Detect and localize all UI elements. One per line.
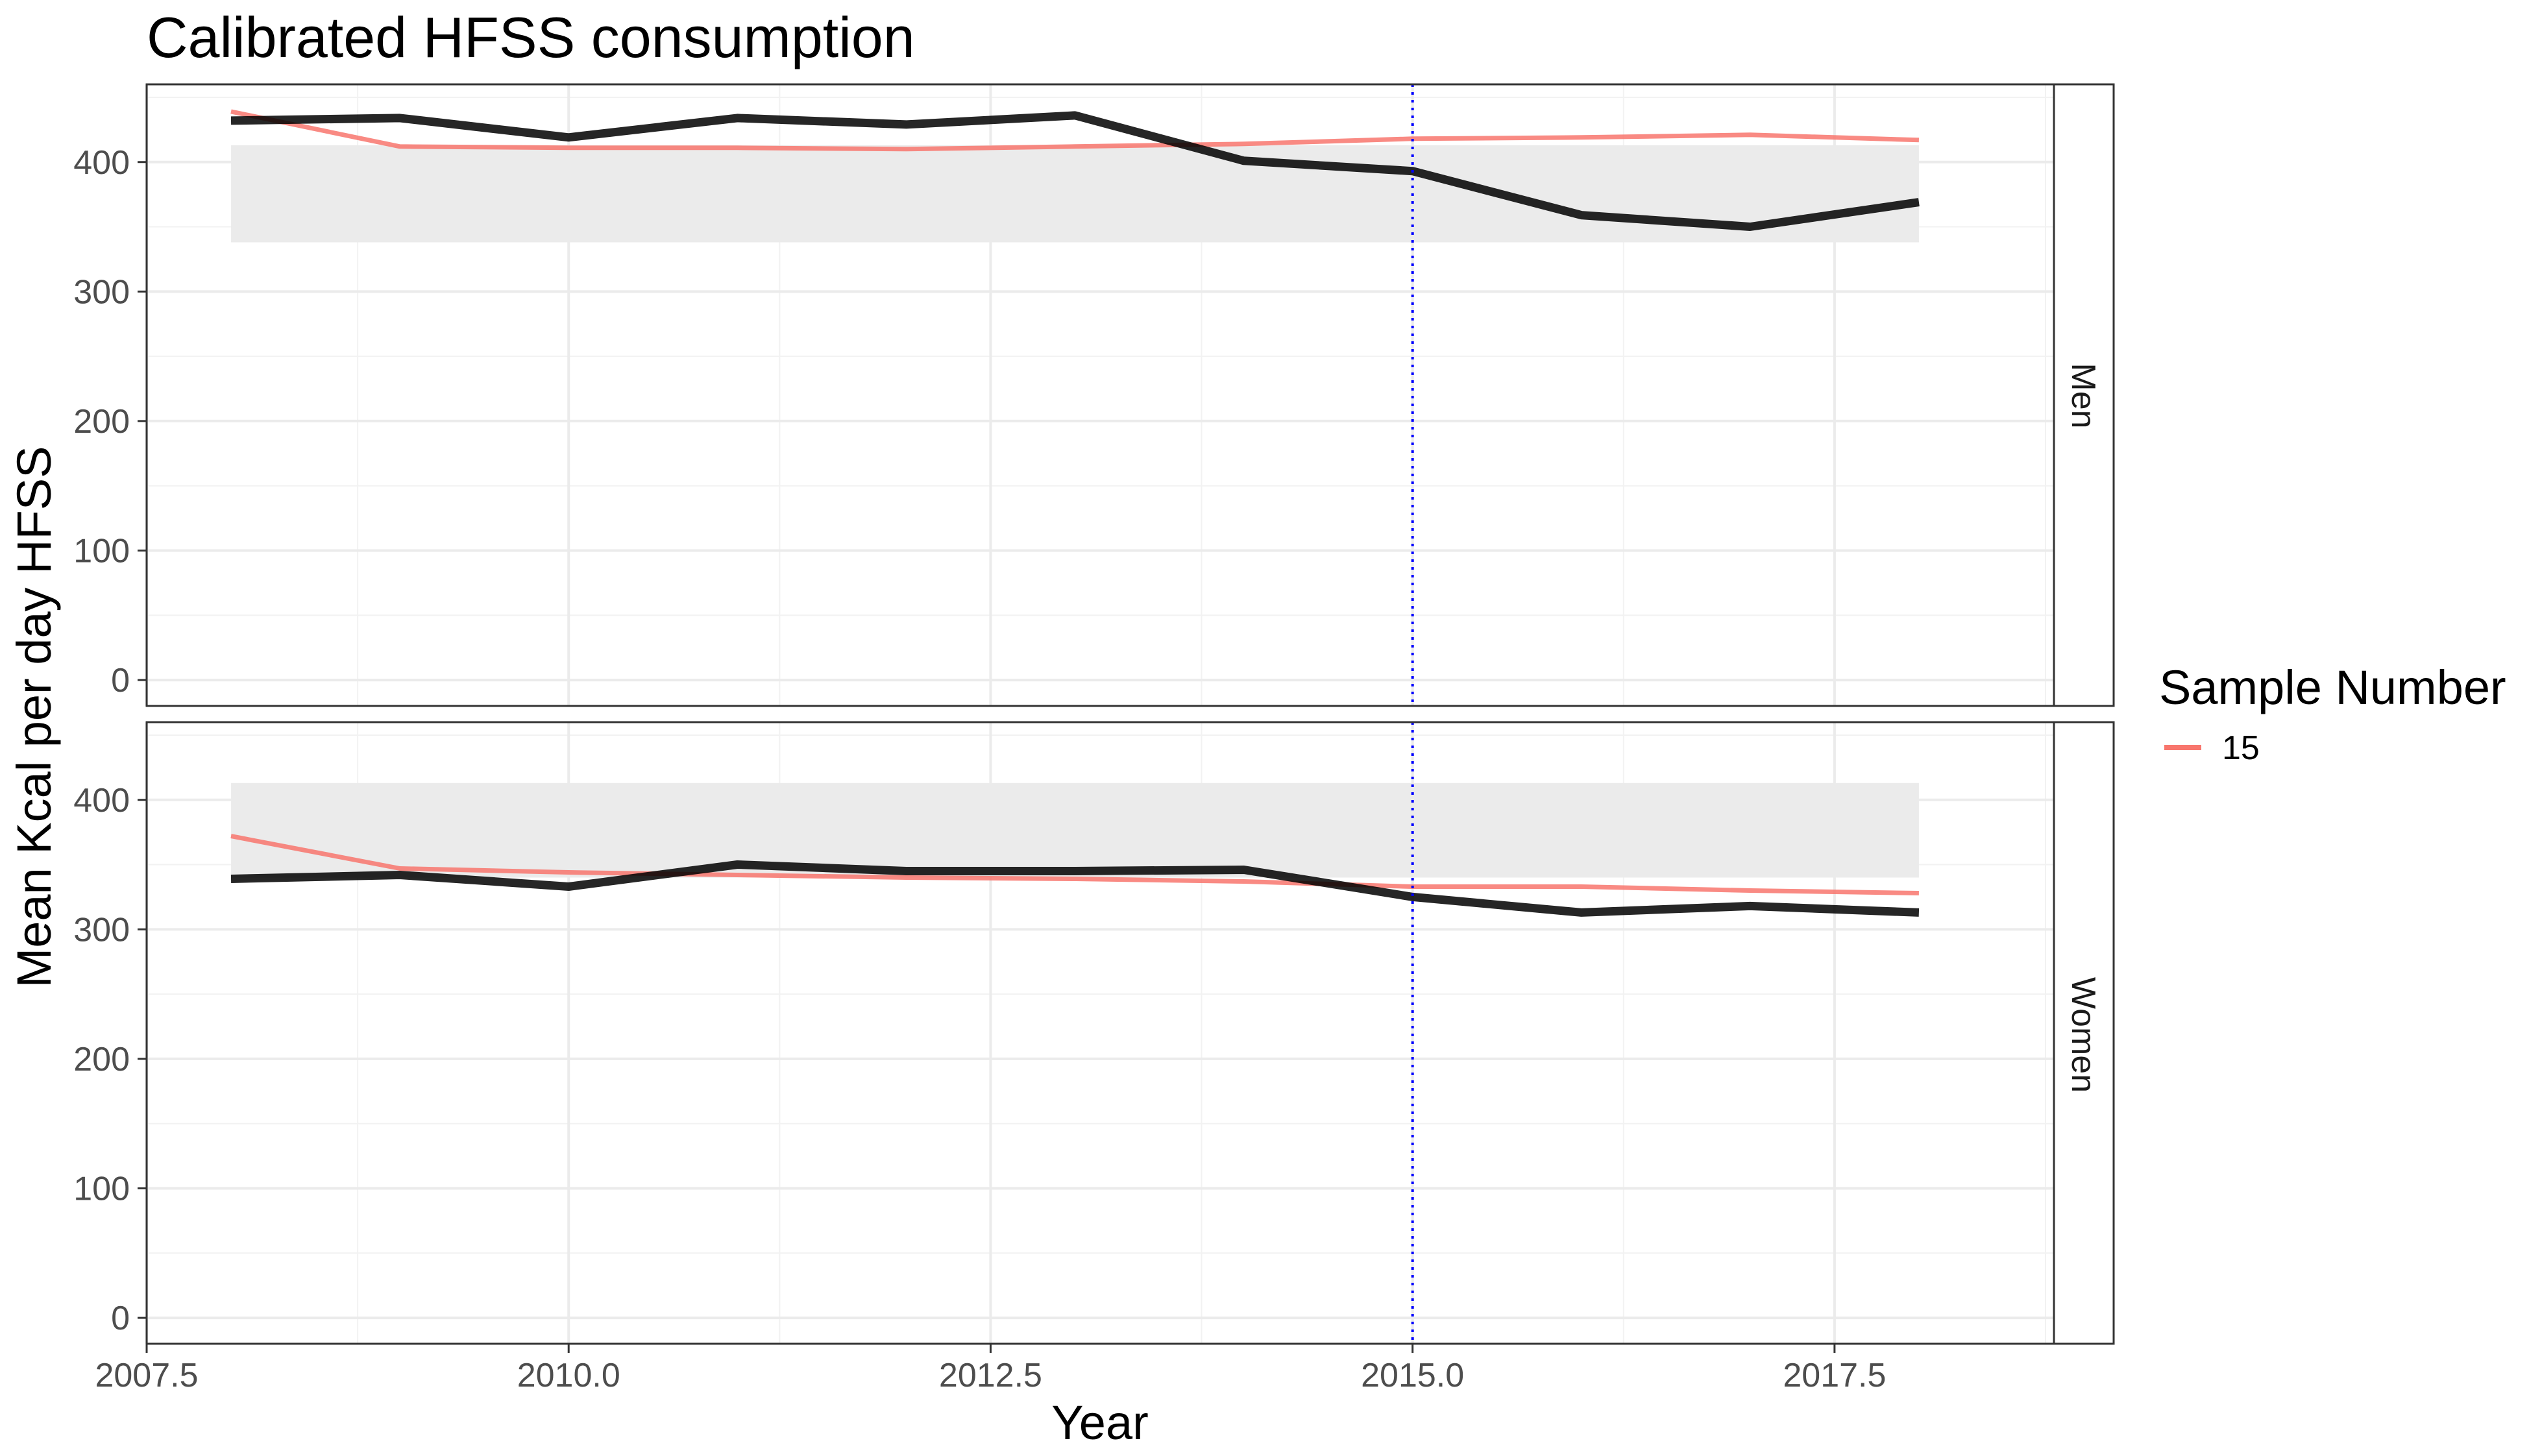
strip-background (2053, 721, 2115, 1345)
series-line-sample-15 (230, 109, 1920, 152)
data-point (568, 872, 569, 873)
series-line-reference (230, 860, 1920, 917)
data-point (906, 877, 907, 878)
series-line-reference (230, 111, 1920, 231)
series-line-sample-15 (230, 834, 1919, 895)
data-point (231, 120, 232, 121)
x-tick-label: 2007.5 (95, 1357, 198, 1394)
series-reference-group (230, 111, 1920, 231)
x-axis: 2007.5 2010.0 2012.5 2015.0 2017.5 (95, 1344, 1886, 1394)
y-tick-label: 100 (73, 1171, 130, 1208)
legend-title: Sample Number (2159, 661, 2506, 714)
y-tick-label: 200 (73, 1041, 130, 1078)
data-point (737, 864, 738, 865)
data-point (1581, 912, 1582, 913)
x-tick-label: 2017.5 (1783, 1357, 1886, 1394)
data-point (1243, 143, 1244, 144)
data-point (906, 124, 907, 125)
y-axis-men: 0 100 200 300 400 (73, 144, 147, 699)
y-tick-label: 0 (111, 662, 130, 699)
reference-band (231, 145, 1919, 243)
legend-item: 15 (2164, 729, 2260, 767)
strip-background (2053, 83, 2115, 707)
reference-band (231, 783, 1919, 878)
data-point (1243, 881, 1244, 882)
x-tick-label: 2010.0 (517, 1357, 620, 1394)
data-point (231, 111, 232, 112)
panel-men: Men 0 100 200 300 400 (73, 83, 2115, 707)
y-tick-label: 100 (73, 533, 130, 570)
y-axis-title: Mean Kcal per day HFSS (7, 446, 61, 988)
data-point (1243, 160, 1244, 161)
data-point (1581, 886, 1582, 887)
legend: Sample Number 15 (2159, 661, 2506, 767)
data-point (737, 147, 738, 148)
legend-label: 15 (2222, 729, 2260, 767)
series-sample-15-group (230, 109, 1920, 152)
strip-label-women: Women (2064, 977, 2102, 1093)
data-point (1243, 869, 1244, 870)
data-point (568, 886, 569, 887)
chart-title: Calibrated HFSS consumption (147, 5, 915, 69)
x-axis-title: Year (1051, 1396, 1149, 1450)
y-tick-label: 400 (73, 782, 130, 819)
y-axis-women: 0 100 200 300 400 (73, 782, 147, 1337)
legend-entries: 15 (2164, 729, 2260, 767)
y-tick-label: 400 (73, 144, 130, 182)
data-point (1581, 137, 1582, 138)
y-tick-label: 200 (73, 403, 130, 441)
y-tick-label: 0 (111, 1300, 130, 1337)
data-point (1918, 912, 1919, 913)
y-tick-label: 300 (73, 273, 130, 311)
panel-women: Women 0 100 200 300 400 (73, 721, 2115, 1345)
x-tick-label: 2015.0 (1361, 1357, 1464, 1394)
x-tick-label: 2012.5 (939, 1357, 1042, 1394)
data-point (568, 147, 569, 148)
series-sample-15-group (230, 834, 1919, 895)
data-point (737, 117, 738, 118)
y-tick-label: 300 (73, 911, 130, 949)
strip-label-men: Men (2064, 363, 2102, 428)
data-point (568, 137, 569, 138)
panels: Men 0 100 200 300 400 Women 0 100 200 300 400 (73, 83, 2115, 1345)
series-reference-group (230, 860, 1920, 917)
